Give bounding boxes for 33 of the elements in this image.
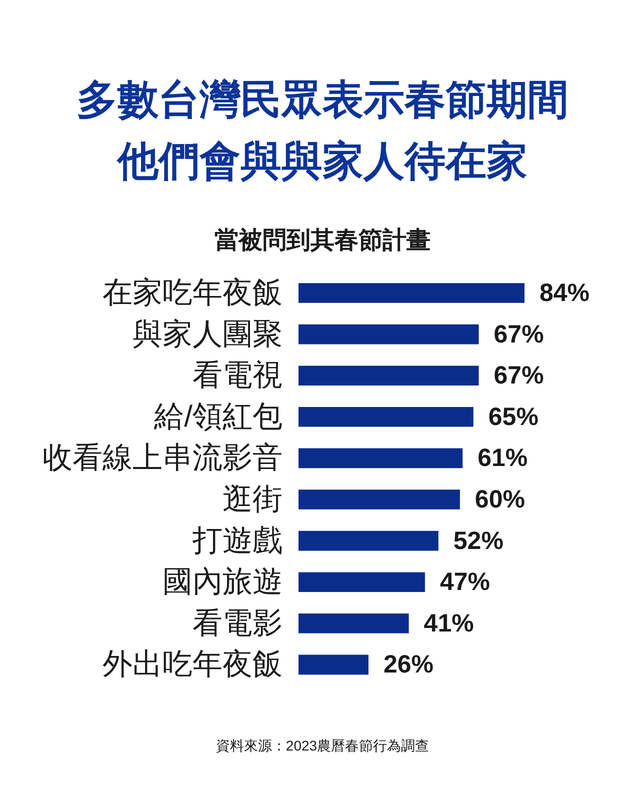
y-tick-label: 看電影: [192, 606, 282, 640]
data-label: 67%: [494, 320, 544, 348]
data-label: 60%: [474, 486, 525, 514]
y-tick-label: 看電視: [192, 359, 282, 392]
data-label: 65%: [488, 402, 538, 431]
data-label: 61%: [478, 444, 528, 472]
bar: [298, 490, 460, 510]
y-tick-label: 給/領紅包: [153, 400, 283, 434]
source-note: 資料來源：2023農曆春節行為調查: [216, 738, 430, 754]
chart-subtitle: 當被問到其春節計畫: [214, 227, 430, 254]
bar: [298, 448, 463, 468]
data-label: 41%: [424, 609, 474, 638]
y-tick-label: 逛街: [222, 483, 282, 516]
bar: [298, 654, 368, 675]
bar: [298, 366, 479, 386]
y-tick-label: 收看線上串流影音: [42, 442, 282, 475]
data-label: 84%: [540, 279, 590, 307]
chart-title: 多數台灣民眾表示春節期間他們會與與家人待在家: [76, 76, 568, 184]
y-tick-label: 外出吃年夜飯: [102, 648, 282, 682]
bar: [298, 572, 425, 592]
y-tick-label: 打遊戲: [192, 524, 282, 558]
data-label: 67%: [494, 362, 544, 390]
bar: [298, 530, 438, 551]
bar: [298, 283, 524, 303]
bar: [298, 406, 474, 427]
bar: [298, 613, 409, 634]
data-label: 26%: [383, 650, 434, 679]
y-tick-label: 與家人團聚: [132, 318, 282, 351]
data-label: 47%: [440, 568, 490, 596]
data-label: 52%: [453, 526, 504, 555]
bar: [298, 324, 479, 344]
y-tick-label: 在家吃年夜飯: [102, 276, 282, 310]
y-tick-label: 國內旅遊: [162, 566, 282, 599]
